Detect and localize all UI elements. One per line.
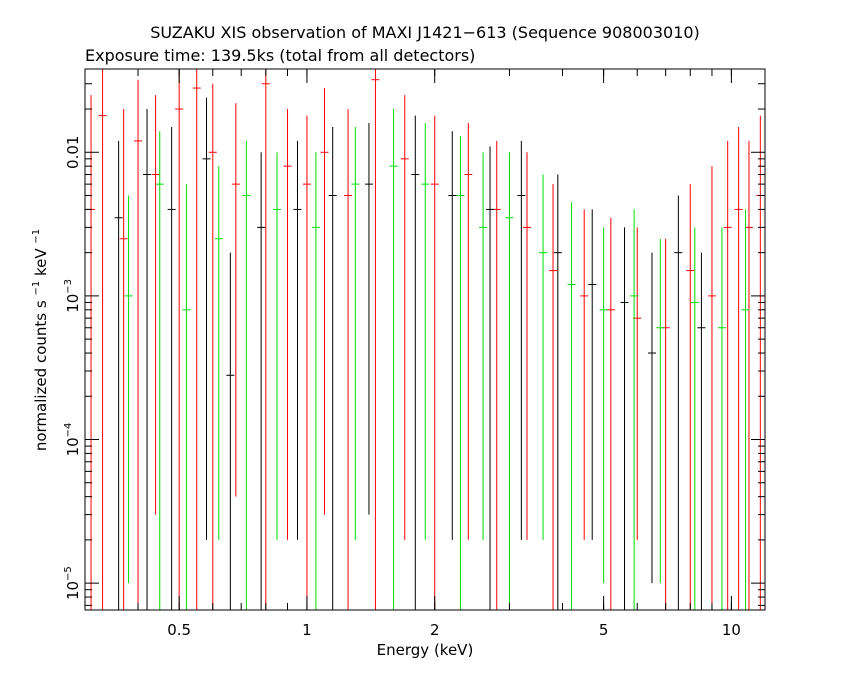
y-tick-label: 10−4 — [63, 423, 82, 457]
x-tick-label: 0.5 — [167, 621, 191, 639]
data-layer — [87, 69, 765, 610]
series-2 — [124, 109, 750, 610]
x-tick-label: 1 — [302, 621, 312, 639]
series-1 — [114, 97, 706, 610]
y-axis-label-exp1: −1 — [31, 281, 42, 296]
y-tick-label: 0.01 — [64, 136, 82, 169]
series-0 — [87, 69, 765, 610]
y-axis-label-exp2: −1 — [31, 229, 42, 244]
chart-subtitle: Exposure time: 139.5ks (total from all d… — [85, 46, 475, 65]
x-tick-label: 2 — [430, 621, 440, 639]
y-tick-label: 10−3 — [63, 279, 82, 313]
x-tick-label: 5 — [599, 621, 609, 639]
chart-title: SUZAKU XIS observation of MAXI J1421−613… — [150, 23, 700, 42]
y-axis-label-main: normalized counts s — [32, 300, 50, 451]
y-axis-label-unit: keV — [32, 248, 50, 276]
axis-layer: 0.5 1 2 5 10 0.01 10−3 10−4 10−5 — [63, 69, 765, 639]
x-axis-label: Energy (keV) — [377, 641, 474, 659]
y-axis-label: normalized counts s −1 keV −1 — [25, 229, 50, 451]
y-tick-label: 10−5 — [63, 566, 82, 600]
x-tick-label: 10 — [722, 621, 741, 639]
